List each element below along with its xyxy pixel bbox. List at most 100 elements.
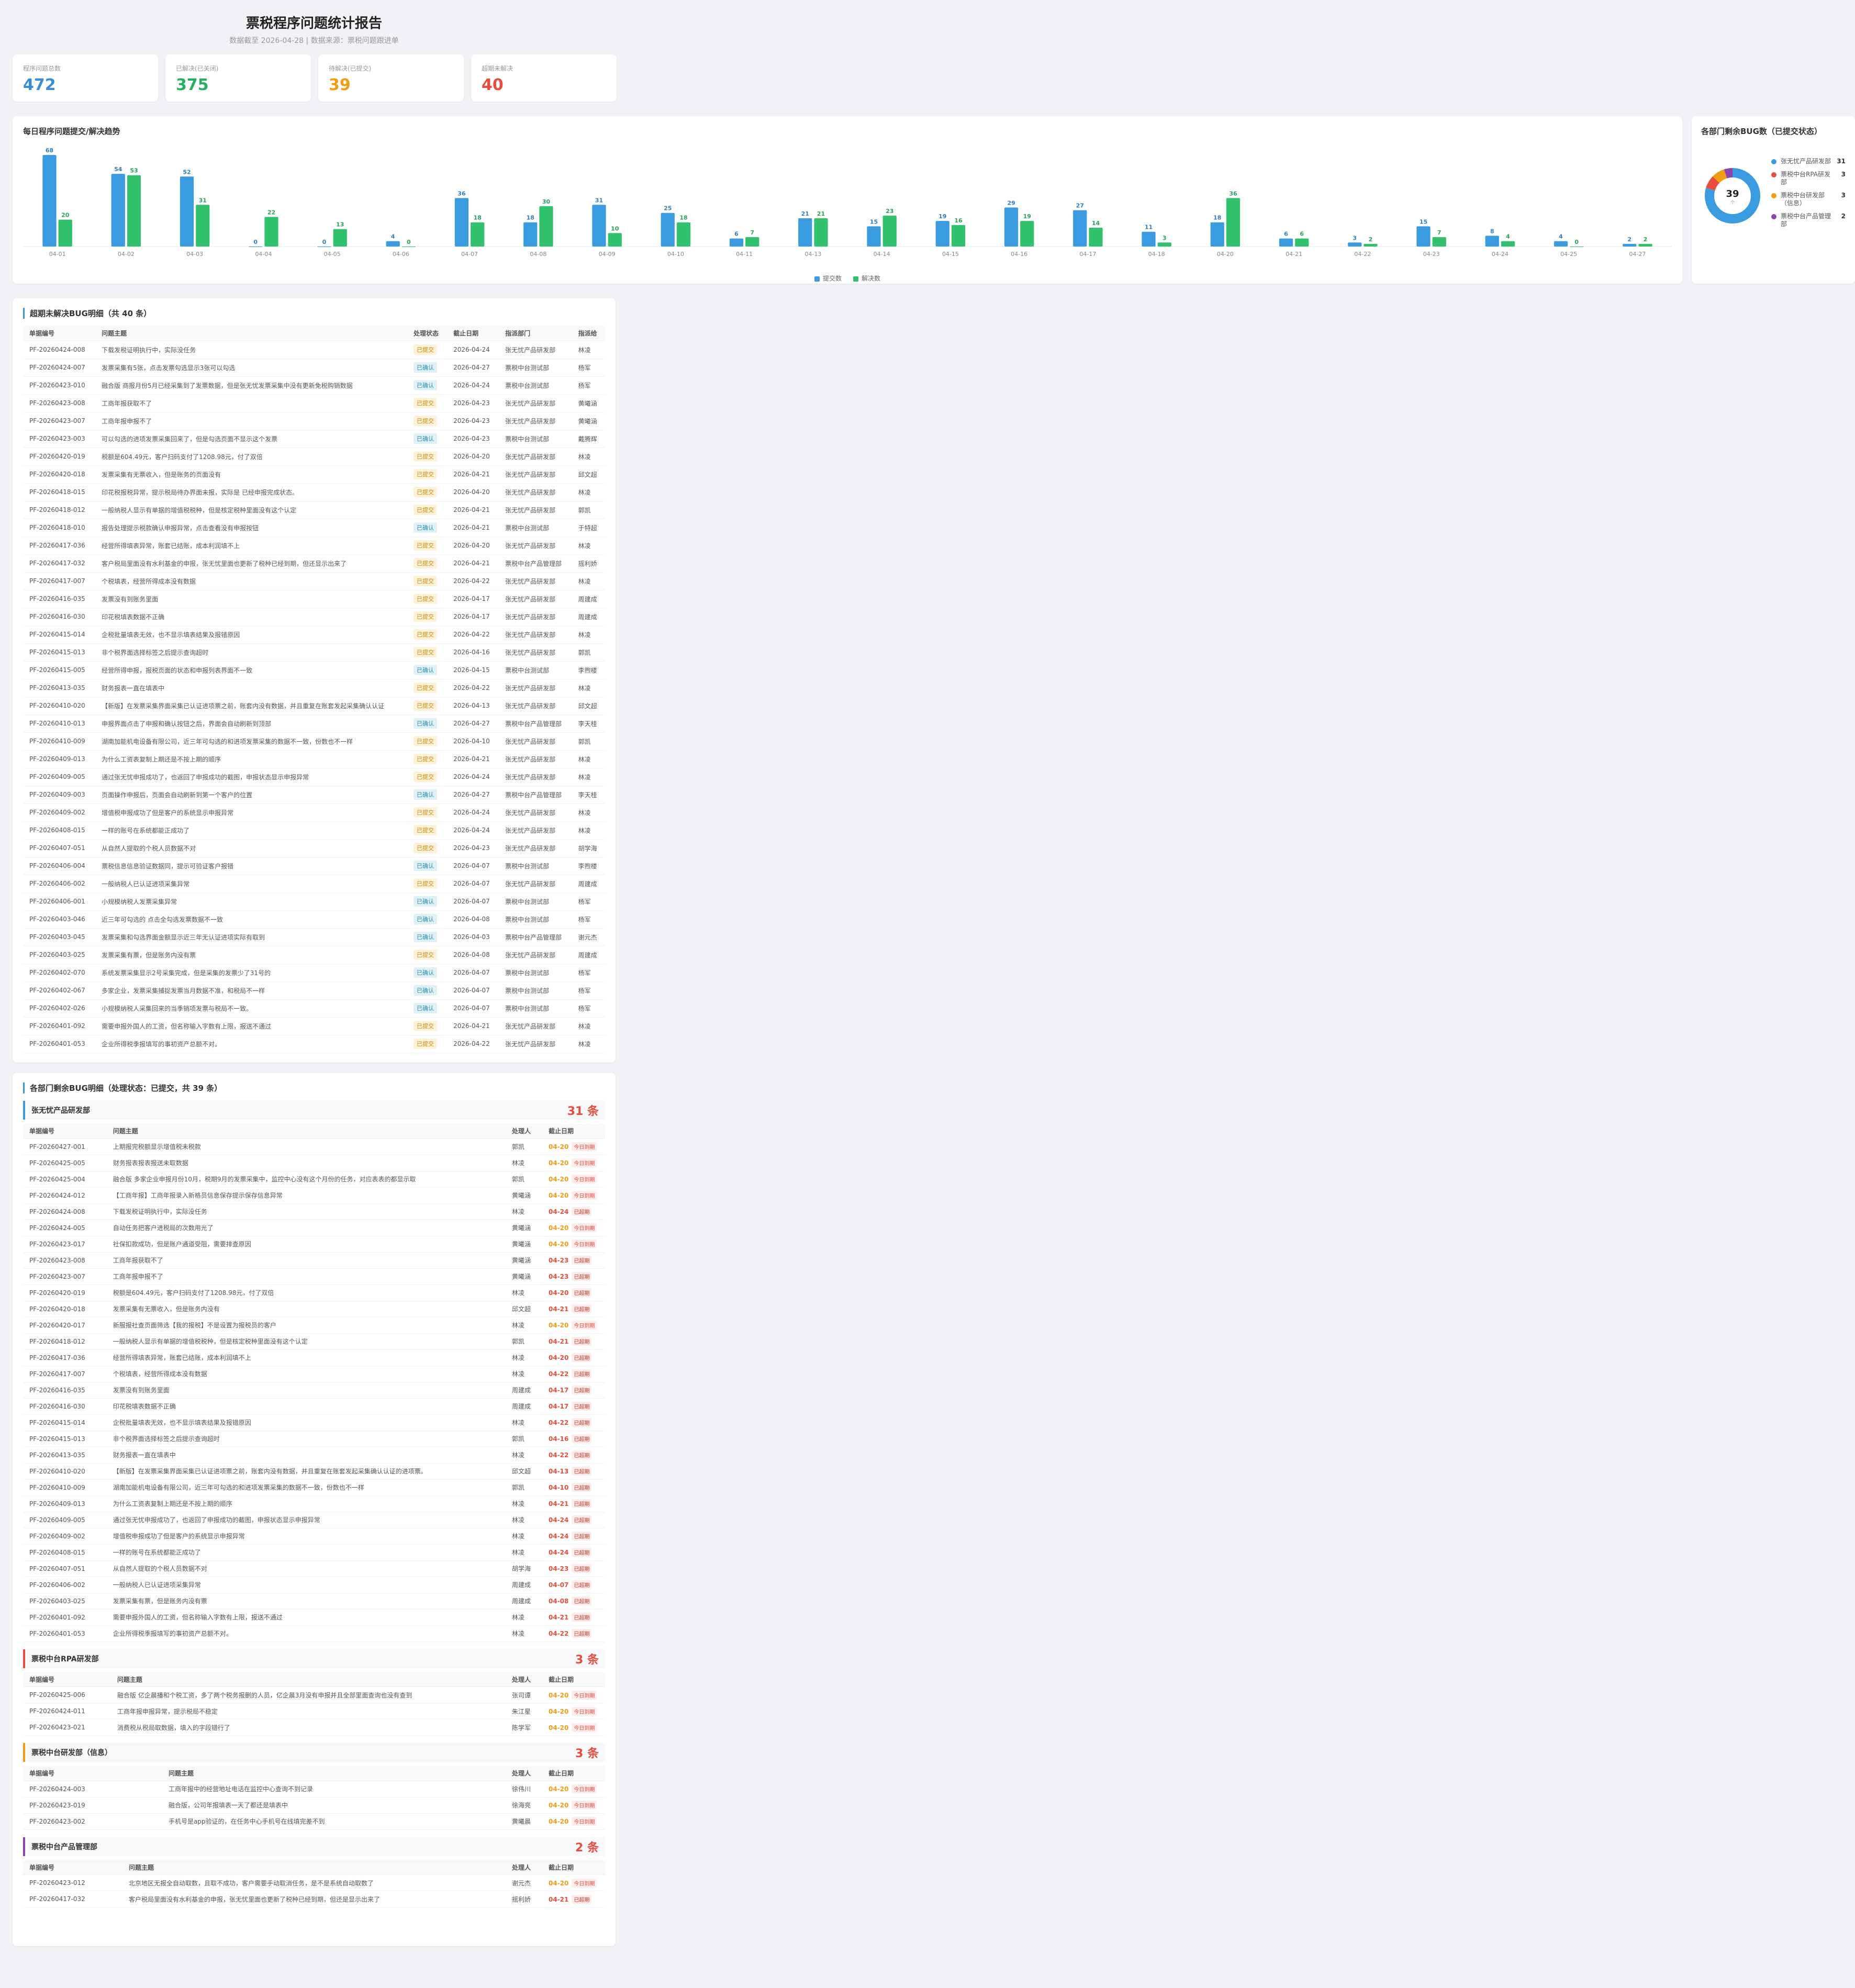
table-row[interactable]: PF-20260420-017 新服报社查页面筛选【我的报税】不是设置为报税员的客…: [23, 1317, 605, 1334]
bar-submit[interactable]: [935, 221, 949, 247]
table-row[interactable]: PF-20260420-018 发票采集有无票收入，但是账务内没有 邱文超 04-21…: [23, 1301, 605, 1317]
table-row[interactable]: PF-20260427-001 上期报完税额显示增值税未税款 郭凯 04-20 今日到期: [23, 1138, 605, 1155]
bar-resolve[interactable]: [264, 217, 278, 247]
column-header[interactable]: 截止日期: [542, 1672, 605, 1687]
bar-resolve[interactable]: [333, 229, 347, 247]
table-row[interactable]: PF-20260413-035 财务报表一直在填表中 林凌 04-22 已超期: [23, 1447, 605, 1464]
bar-submit[interactable]: [1348, 242, 1362, 247]
table-row[interactable]: PF-20260417-036 经营所得填表异常，账套已结账，成本利润填不上 已提交…: [23, 537, 605, 555]
table-row[interactable]: PF-20260408-015 一样的账号在系统都能正成功了 林凌 04-24 已超期: [23, 1544, 605, 1561]
table-row[interactable]: PF-20260406-002 一般纳税人已认证进项采集异常 周建成 04-07 已超期: [23, 1577, 605, 1593]
bar-submit[interactable]: [42, 155, 57, 247]
bar-resolve[interactable]: [1020, 221, 1034, 247]
column-header[interactable]: 单据编号: [23, 1860, 122, 1875]
table-row[interactable]: PF-20260406-004 票税信息信息验证数据同，提示可验证客户报错 已确认 2…: [23, 857, 605, 875]
table-row[interactable]: PF-20260416-030 印花税填表数据不正确 已提交 2026-04-17 张无…: [23, 608, 605, 626]
table-row[interactable]: PF-20260415-014 企税批量填表无效，也不显示填表结果及报错原因 已提交…: [23, 626, 605, 644]
table-row[interactable]: PF-20260425-005 财务报表报表报送未取数据 林凌 04-20 今日到期: [23, 1155, 605, 1171]
table-row[interactable]: PF-20260423-003 可以勾选的进项发票采集回来了，但是勾选页面不显示这…: [23, 430, 605, 448]
donut-legend-item[interactable]: 票税中台产品管理部 2: [1771, 213, 1846, 228]
table-row[interactable]: PF-20260424-003 工商年报中的经营地址电话在监控中心查询不到记录 徐伟…: [23, 1781, 605, 1797]
table-row[interactable]: PF-20260425-006 融合版 亿企晨播和个税工资，多了两个税务报删的人员…: [23, 1687, 605, 1703]
table-row[interactable]: PF-20260409-005 通过张无忧申报成功了，也返回了申报成功的截图，申报…: [23, 1512, 605, 1528]
column-header[interactable]: 单据编号: [23, 326, 96, 341]
bar-resolve[interactable]: [196, 205, 210, 247]
column-header[interactable]: 处理人: [506, 1860, 542, 1875]
column-header[interactable]: 指派部门: [499, 326, 572, 341]
bar-submit[interactable]: [1623, 243, 1637, 247]
bar-submit[interactable]: [1073, 210, 1087, 247]
bar-submit[interactable]: [661, 213, 675, 247]
table-row[interactable]: PF-20260407-051 从自然人提取的个税人员数据不对 胡学海 04-23 已超…: [23, 1560, 605, 1577]
bar-resolve[interactable]: [1432, 237, 1446, 247]
table-row[interactable]: PF-20260403-046 近三年可勾选的 点击全勾选发票数据不一致 已确认 20…: [23, 910, 605, 929]
table-row[interactable]: PF-20260410-009 湖南加能机电设备有限公司，近三年可勾选的和进项发票…: [23, 1479, 605, 1496]
table-row[interactable]: PF-20260423-019 融合版，公司年报填表一天了都还是填表中 徐海亮 04-…: [23, 1797, 605, 1814]
table-row[interactable]: PF-20260403-025 发票采集有票，但是账务内没有票 已提交 2026-04…: [23, 946, 605, 964]
table-row[interactable]: PF-20260417-032 客户税局里面没有水利基金的申报，张无忧里面也更新了…: [23, 554, 605, 573]
table-row[interactable]: PF-20260424-005 自动任务把客户进税局的次数用光了 黄曦涵 04-20 今…: [23, 1220, 605, 1236]
bar-resolve[interactable]: [882, 215, 897, 247]
table-row[interactable]: PF-20260401-053 企业所得税季报填写的事初资产总额不对。 已提交 202…: [23, 1035, 605, 1053]
bar-resolve[interactable]: [58, 219, 72, 247]
table-row[interactable]: PF-20260417-007 个税填表，经营所得成本没有数据 林凌 04-22 已超期: [23, 1366, 605, 1382]
table-row[interactable]: PF-20260420-019 税额是604.49元，客户扫码支付了1208.98…: [23, 1285, 605, 1301]
bar-submit[interactable]: [180, 176, 194, 247]
column-header[interactable]: 截止日期: [542, 1124, 605, 1139]
table-row[interactable]: PF-20260423-012 北京地区无报全自动取数，且取不成功，客户需要手动取…: [23, 1874, 605, 1891]
table-row[interactable]: PF-20260423-017 社保扣款成功，但是账户通道受阻，需要排查原因 黄曦涵…: [23, 1236, 605, 1253]
bar-submit[interactable]: [1554, 241, 1568, 247]
column-header[interactable]: 处理人: [506, 1766, 542, 1781]
bar-resolve[interactable]: [1089, 228, 1103, 247]
table-row[interactable]: PF-20260410-009 湖南加能机电设备有限公司，近三年可勾选的和进项发票…: [23, 732, 605, 751]
table-row[interactable]: PF-20260415-013 非个税界面选择标签之后提示查询超时 郭凯 04-16 已…: [23, 1431, 605, 1447]
bar-submit[interactable]: [386, 241, 400, 247]
table-row[interactable]: PF-20260423-008 工商年报获取不了 已提交 2026-04-23 张无忧产…: [23, 394, 605, 412]
bar-submit[interactable]: [1279, 238, 1293, 247]
table-row[interactable]: PF-20260420-018 发票采集有无票收入，但是账务的页面没有 已提交 202…: [23, 465, 605, 484]
table-row[interactable]: PF-20260409-013 为什么工资表复制上期还是不按上期的顺序 已提交 202…: [23, 750, 605, 768]
bar-resolve[interactable]: [745, 237, 759, 247]
table-row[interactable]: PF-20260424-012 【工商年报】工商年报录入新格员信息保存提示保存信息…: [23, 1187, 605, 1204]
table-row[interactable]: PF-20260423-002 手机号是app验证的，在任务中心手机号在线填完差不…: [23, 1813, 605, 1830]
table-row[interactable]: PF-20260418-010 报告处理提示税款确认申报异常，点击查看没有申报按钮…: [23, 519, 605, 537]
bar-submit[interactable]: [454, 198, 469, 247]
table-row[interactable]: PF-20260409-002 增值税申报成功了但是客户的系统显示申报异常 林凌 04…: [23, 1528, 605, 1545]
table-row[interactable]: PF-20260403-025 发票采集有票，但是账务内没有票 周建成 04-08 已超…: [23, 1593, 605, 1610]
table-row[interactable]: PF-20260423-007 工商年报申报不了 已提交 2026-04-23 张无忧产…: [23, 412, 605, 430]
bar-resolve[interactable]: [1226, 198, 1241, 247]
donut-legend-item[interactable]: 张无忧产品研发部 31: [1771, 158, 1846, 165]
table-row[interactable]: PF-20260401-053 企业所得税季报填写的事初资产总额不对。 林凌 04-2…: [23, 1625, 605, 1642]
table-row[interactable]: PF-20260418-015 印花税报税异常，提示税局待办界面未报，实际是 已经…: [23, 483, 605, 501]
column-header[interactable]: 处理人: [506, 1672, 542, 1687]
table-row[interactable]: PF-20260409-002 增值税申报成功了但是客户的系统显示申报异常 已提交 2…: [23, 803, 605, 822]
table-row[interactable]: PF-20260402-026 小规模纳税人采集回来的当季销项发票与税局不一致。已…: [23, 999, 605, 1018]
bar-submit[interactable]: [1004, 207, 1019, 247]
bar-resolve[interactable]: [676, 222, 691, 247]
bar-submit[interactable]: [1485, 236, 1499, 247]
donut-legend-item[interactable]: 票税中台RPA研发部 3: [1771, 171, 1846, 186]
table-row[interactable]: PF-20260406-001 小规模纳税人发票采集异常 已确认 2026-04-07…: [23, 892, 605, 911]
table-row[interactable]: PF-20260417-007 个税填表，经营所得成本没有数据 已提交 2026-04…: [23, 572, 605, 590]
bar-submit[interactable]: [523, 222, 538, 247]
table-row[interactable]: PF-20260406-002 一般纳税人已认证进项采集异常 已提交 2026-04-…: [23, 875, 605, 893]
table-row[interactable]: PF-20260417-032 客户税局里面没有水利基金的申报，张无忧里面也更新了…: [23, 1891, 605, 1907]
table-row[interactable]: PF-20260409-005 通过张无忧申报成功了，也返回了申报成功的截图，申报…: [23, 768, 605, 786]
bar-resolve[interactable]: [1364, 243, 1378, 247]
table-row[interactable]: PF-20260425-004 融合版 多家企业申报月份10月，税期9月的发票采集…: [23, 1171, 605, 1188]
table-row[interactable]: PF-20260418-012 一般纳税人显示有单据的增值税税种，但是核定税种里面…: [23, 501, 605, 519]
table-row[interactable]: PF-20260424-008 下载发税证明执行中，实际没任务 已提交 2026-04…: [23, 341, 605, 359]
table-row[interactable]: PF-20260409-003 页面操作申报后，页面会自动刷新到第一个客户的位置已…: [23, 786, 605, 804]
table-row[interactable]: PF-20260423-008 工商年报获取不了 黄曦涵 04-23 已超期: [23, 1252, 605, 1269]
bar-submit[interactable]: [1210, 222, 1224, 247]
column-header[interactable]: 截止日期: [542, 1860, 605, 1875]
table-row[interactable]: PF-20260408-015 一样的账号在系统都能正成功了 已提交 2026-04-…: [23, 821, 605, 840]
bar-resolve[interactable]: [1501, 241, 1515, 247]
bar-resolve[interactable]: [471, 222, 485, 247]
donut-legend-item[interactable]: 票税中台研发部（信息） 3: [1771, 192, 1846, 207]
table-row[interactable]: PF-20260415-014 企税批量填表无效，也不显示填表结果及报错原因 林凌 0…: [23, 1414, 605, 1431]
table-row[interactable]: PF-20260410-013 申报界面点击了申报和确认按钮之后，界面会自动刷新到…: [23, 714, 605, 733]
legend-submit[interactable]: 提交数: [814, 274, 842, 283]
table-row[interactable]: PF-20260420-019 税额是604.49元，客户扫码支付了1208.98…: [23, 448, 605, 466]
table-row[interactable]: PF-20260410-020 【新版】在发票采集界面采集已认证进项票之前，账套内…: [23, 697, 605, 715]
